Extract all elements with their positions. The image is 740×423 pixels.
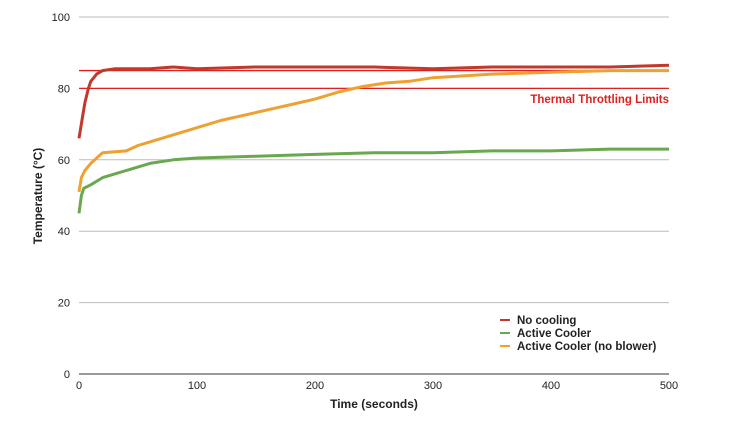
- x-tick-label: 400: [542, 380, 560, 392]
- legend-active-cooler: Active Cooler: [517, 328, 592, 340]
- y-tick-label: 80: [58, 83, 70, 95]
- legend: No cooling Active Cooler Active Cooler (…: [500, 315, 656, 353]
- throttle-label: Thermal Throttling Limits: [530, 94, 669, 106]
- legend-no-blower: Active Cooler (no blower): [517, 341, 656, 353]
- legend-no-cooling: No cooling: [517, 315, 576, 327]
- y-tick-label: 60: [58, 155, 70, 167]
- x-tick-label: 200: [306, 380, 324, 392]
- x-tick-label: 100: [188, 380, 206, 392]
- series-line-active-cooler-no-blower-: [77, 69, 669, 193]
- x-tick-label: 500: [660, 380, 678, 392]
- y-axis-title: Temperature (°C): [31, 148, 45, 245]
- x-axis-title: Time (seconds): [330, 397, 418, 411]
- y-tick-label: 100: [52, 12, 70, 24]
- y-tick-label: 40: [58, 226, 70, 238]
- series-line-no-cooling: [77, 63, 670, 139]
- series-line-active-cooler: [77, 147, 669, 214]
- y-tick-label: 0: [64, 369, 70, 381]
- x-tick-label: 0: [76, 380, 82, 392]
- y-tick-label: 20: [58, 298, 70, 310]
- x-tick-label: 300: [424, 380, 442, 392]
